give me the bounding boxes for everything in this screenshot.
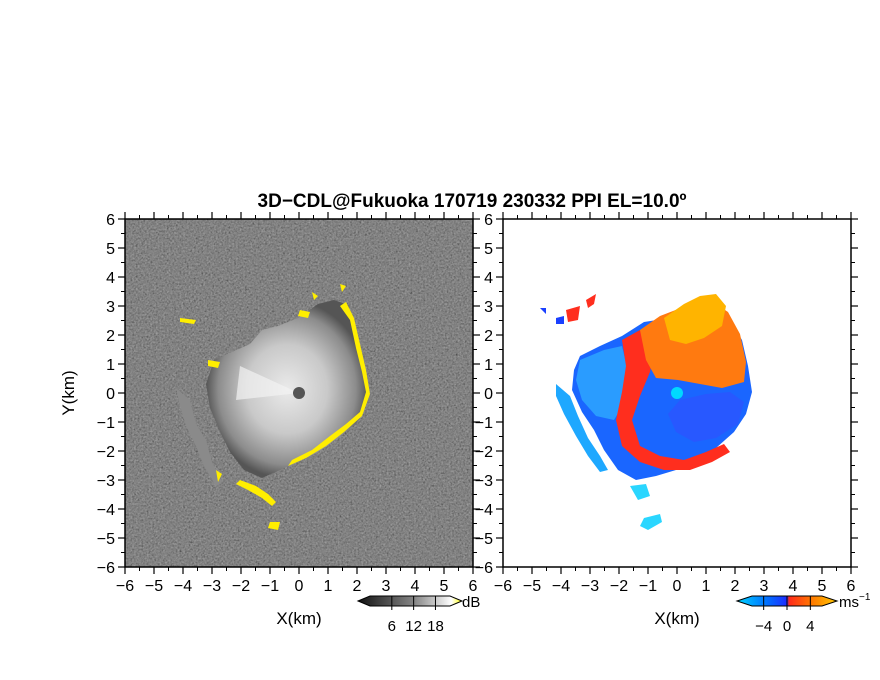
velocity-x-tick-label: −3: [581, 578, 599, 595]
intensity-x-tick-label: −1: [261, 578, 279, 595]
velocity-west-light-blue: [576, 346, 628, 420]
figure-title: 3D−CDL@Fukuoka 170719 230332 PPI EL=10.0…: [258, 191, 687, 212]
intensity-y-tick-label: 2: [106, 328, 115, 345]
intensity-y-tick-label: 6: [106, 212, 115, 229]
intensity-x-tick-label: 0: [295, 578, 304, 595]
velocity-x-tick-label: 0: [673, 578, 682, 595]
velocity-y-tick-label: 6: [484, 212, 493, 229]
velocity-y-tick-label: −6: [475, 560, 493, 577]
intensity-colorbar-tick-label: 18: [427, 618, 444, 635]
velocity-y-tick-label: 0: [484, 386, 493, 403]
intensity-x-tick-label: −3: [203, 578, 221, 595]
intensity-x-axis-label: X(km): [276, 609, 321, 628]
intensity-y-tick-label: 3: [106, 299, 115, 316]
intensity-x-tick-label: −6: [116, 578, 134, 595]
velocity-se-blue-core: [668, 392, 744, 442]
intensity-x-tick-label: −5: [145, 578, 163, 595]
velocity-x-tick-label: −4: [552, 578, 570, 595]
intensity-x-tick-label: −2: [232, 578, 250, 595]
intensity-y-tick-label: −1: [97, 415, 115, 432]
intensity-y-tick-label: 1: [106, 357, 115, 374]
intensity-y-tick-label: −2: [97, 444, 115, 461]
velocity-south-cyan-patch: [630, 484, 662, 530]
intensity-colorbar-tick-label: 6: [388, 618, 396, 635]
velocity-x-tick-label: −6: [494, 578, 512, 595]
velocity-x-tick-label: 6: [847, 578, 856, 595]
velocity-y-tick-label: 2: [484, 328, 493, 345]
intensity-x-tick-label: 3: [382, 578, 391, 595]
velocity-x-tick-label: 1: [702, 578, 711, 595]
intensity-x-tick-label: 6: [469, 578, 478, 595]
intensity-colorbar-bar: [356, 595, 464, 607]
intensity-colorbar-unit: dB: [462, 594, 480, 611]
intensity-colorbar-tick-label: 12: [405, 618, 422, 635]
velocity-colorbar: −4 0 4 ms−1: [735, 592, 871, 635]
velocity-x-tick-label: 3: [760, 578, 769, 595]
velocity-panel: −6 −5 −4 −3 −2 −1 0 1 2 3 4 5 6 6 5 4 3 2 1 0 −1 −2 −3 −4 −5 −6 X…: [475, 212, 871, 635]
intensity-y-tick-label: 0: [106, 386, 115, 403]
velocity-x-axis-label: X(km): [654, 609, 699, 628]
intensity-y-axis-label: Y(km): [59, 370, 78, 415]
velocity-nw-patches: [566, 294, 596, 322]
velocity-y-tick-label: −2: [475, 444, 493, 461]
velocity-x-tick-label: 5: [818, 578, 827, 595]
velocity-x-tick-label: 2: [731, 578, 740, 595]
intensity-radar-site: [293, 387, 305, 399]
intensity-west-fringe: [176, 388, 222, 486]
velocity-x-tick-label: −2: [610, 578, 628, 595]
velocity-yellow-region: [664, 294, 726, 344]
intensity-x-tick-label: 5: [440, 578, 449, 595]
velocity-x-tick-label: −1: [639, 578, 657, 595]
intensity-colorbar: 6 12 18 dB: [356, 594, 480, 635]
velocity-y-tick-label: −4: [475, 502, 493, 519]
velocity-sw-cyan-fringe: [556, 384, 608, 472]
intensity-x-tick-label: −4: [174, 578, 192, 595]
velocity-y-tick-label: 3: [484, 299, 493, 316]
intensity-x-tick-label: 2: [353, 578, 362, 595]
velocity-colorbar-tick-label: −4: [755, 618, 772, 635]
velocity-x-tick-label: 4: [789, 578, 798, 595]
intensity-y-tick-label: −6: [97, 560, 115, 577]
velocity-y-tick-label: −1: [475, 415, 493, 432]
velocity-colorbar-unit: ms−1: [839, 592, 871, 611]
intensity-x-tick-label: 1: [324, 578, 333, 595]
velocity-colorbar-tick-label: 0: [783, 618, 791, 635]
velocity-radar-site: [671, 387, 683, 399]
intensity-y-tick-label: 4: [106, 270, 115, 287]
intensity-x-tick-label: 4: [411, 578, 420, 595]
velocity-red-arc: [616, 330, 730, 470]
intensity-bright-sector: [236, 366, 299, 400]
velocity-y-tick-label: 1: [484, 357, 493, 374]
velocity-y-tick-label: 5: [484, 241, 493, 258]
intensity-y-tick-label: −3: [97, 473, 115, 490]
intensity-rim-south: [236, 480, 276, 506]
intensity-y-tick-label: −5: [97, 531, 115, 548]
intensity-rim-east: [288, 302, 370, 466]
velocity-x-tick-label: −5: [523, 578, 541, 595]
velocity-colorbar-tick-label: 4: [806, 618, 814, 635]
intensity-y-tick-label: 5: [106, 241, 115, 258]
velocity-y-tick-label: −5: [475, 531, 493, 548]
velocity-y-tick-label: −3: [475, 473, 493, 490]
intensity-y-tick-label: −4: [97, 502, 115, 519]
velocity-y-tick-label: 4: [484, 270, 493, 287]
velocity-nw-blue-patch: [540, 308, 564, 324]
